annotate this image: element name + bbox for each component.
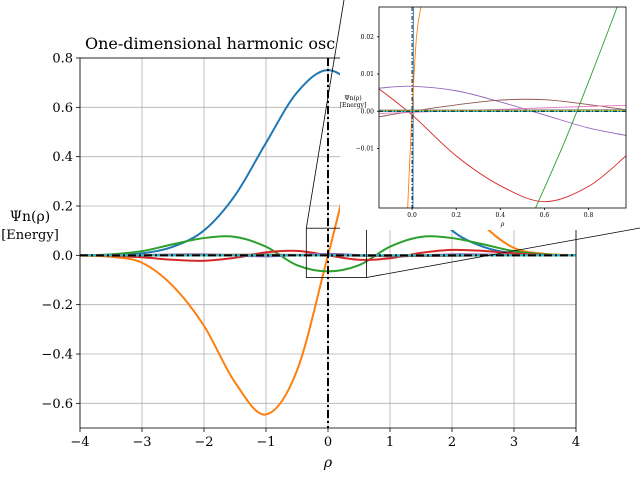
y-tick-label: 0.02	[361, 34, 375, 41]
series-line-5	[379, 85, 626, 136]
x-tick-label: 0.2	[451, 212, 461, 219]
x-tick-label: −2	[194, 435, 213, 450]
x-tick-label: 0.6	[540, 212, 550, 219]
chart-title: One-dimensional harmonic osc	[85, 34, 335, 53]
inset-y-axis-label-line2: [Energy]	[340, 102, 367, 109]
y-tick-label: 0.6	[52, 101, 73, 116]
x-tick-label: 0.8	[584, 212, 594, 219]
y-axis-label-line2: [Energy]	[1, 228, 59, 243]
inset-y-axis-label-line1: Ψn(ρ)	[344, 95, 361, 102]
x-tick-label: −4	[70, 435, 89, 450]
series-line-2	[407, 7, 422, 208]
ticks-group: 0.0 0.2 0.4 0.6 0.8 −0.01 0.00 0.01 0.02	[356, 34, 594, 219]
x-tick-label: 0.0	[407, 212, 417, 219]
inset-axes: 0.0 0.2 0.4 0.6 0.8 −0.01 0.00 0.01 0.02 ρ Ψn(ρ)[E…	[340, 0, 640, 230]
zoom-connector-bottom	[366, 227, 640, 278]
x-tick-label: 0	[324, 435, 332, 450]
plot-background	[379, 7, 626, 208]
x-tick-label: 0.4	[496, 212, 506, 219]
y-tick-label: −0.6	[41, 397, 73, 412]
zoom-region-box	[305, 227, 367, 278]
x-tick-label: 4	[572, 435, 580, 450]
series-line-3	[535, 7, 618, 208]
x-axis-label: ρ	[323, 455, 333, 471]
ticks-group: −4 −3 −2 −1 0 1 2 3 4 −0.6 −0.4 −0.2 0.0 0.2 0.4 0.6 0.8	[41, 52, 580, 450]
x-tick-label: −3	[132, 435, 151, 450]
y-tick-label: 0.2	[52, 200, 73, 215]
y-tick-label: −0.01	[356, 146, 374, 153]
x-tick-label: 1	[386, 435, 394, 450]
axes-frame	[378, 6, 627, 209]
y-tick-label: −0.2	[41, 298, 73, 313]
y-tick-label: −0.4	[41, 348, 73, 363]
y-tick-label: 0.00	[361, 108, 375, 115]
x-tick-label: −1	[256, 435, 275, 450]
y-tick-label: 0.4	[52, 150, 73, 165]
series-group	[379, 7, 626, 208]
x-tick-label: 2	[448, 435, 456, 450]
x-tick-label: 3	[510, 435, 518, 450]
series-line-4	[379, 88, 626, 203]
y-tick-label: 0.01	[361, 71, 374, 78]
y-axis-label-line1: Ψn(ρ)	[10, 209, 50, 225]
y-tick-label: 0.0	[52, 249, 73, 264]
zoom-connector-top	[305, 0, 345, 229]
inset-x-axis-label: ρ	[500, 221, 505, 228]
y-tick-label: 0.8	[52, 52, 73, 67]
